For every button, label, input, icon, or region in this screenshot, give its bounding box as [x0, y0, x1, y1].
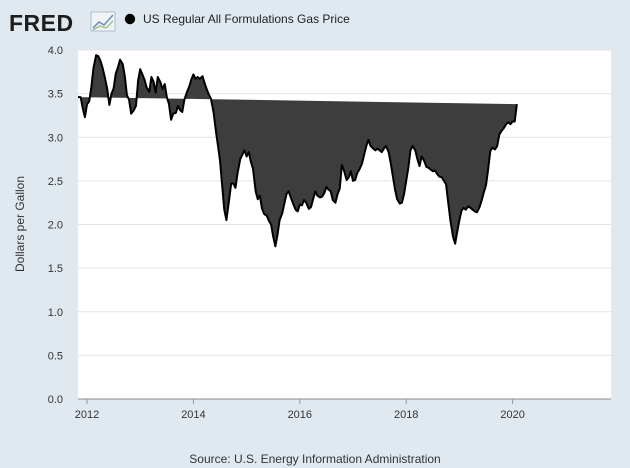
y-tick-label: 3.0 [48, 132, 63, 144]
logo-text: FRED [9, 10, 74, 36]
y-tick-label: 0.5 [48, 350, 63, 362]
fred-logo[interactable]: FRED [9, 10, 116, 36]
y-axis-label: Dollars per Gallon [13, 176, 27, 272]
graph-line-icon [90, 11, 116, 32]
gas-price-area [78, 55, 517, 247]
x-tick-label: 2018 [394, 409, 418, 421]
x-tick-label: 2016 [288, 409, 312, 421]
y-axis: 0.0 0.5 1.0 1.5 2.0 2.5 3.0 3.5 4.0 [48, 45, 63, 406]
legend-marker [124, 13, 136, 25]
y-tick-label: 4.0 [48, 45, 63, 57]
y-tick-label: 0.0 [48, 394, 63, 406]
source-note: Source: U.S. Energy Information Administ… [189, 452, 440, 466]
x-axis: 2012 2014 2016 2018 2020 [75, 399, 525, 421]
legend: US Regular All Formulations Gas Price [124, 12, 350, 26]
y-tick-label: 1.0 [48, 307, 63, 319]
y-tick-label: 3.5 [48, 89, 63, 101]
legend-label: US Regular All Formulations Gas Price [143, 12, 350, 26]
x-tick-label: 2012 [75, 409, 99, 421]
y-tick-label: 1.5 [48, 263, 63, 275]
y-tick-label: 2.0 [48, 220, 63, 232]
x-tick-label: 2020 [500, 409, 524, 421]
x-tick-label: 2014 [181, 409, 205, 421]
gas-price-line [78, 54, 518, 248]
y-tick-label: 2.5 [48, 176, 63, 188]
